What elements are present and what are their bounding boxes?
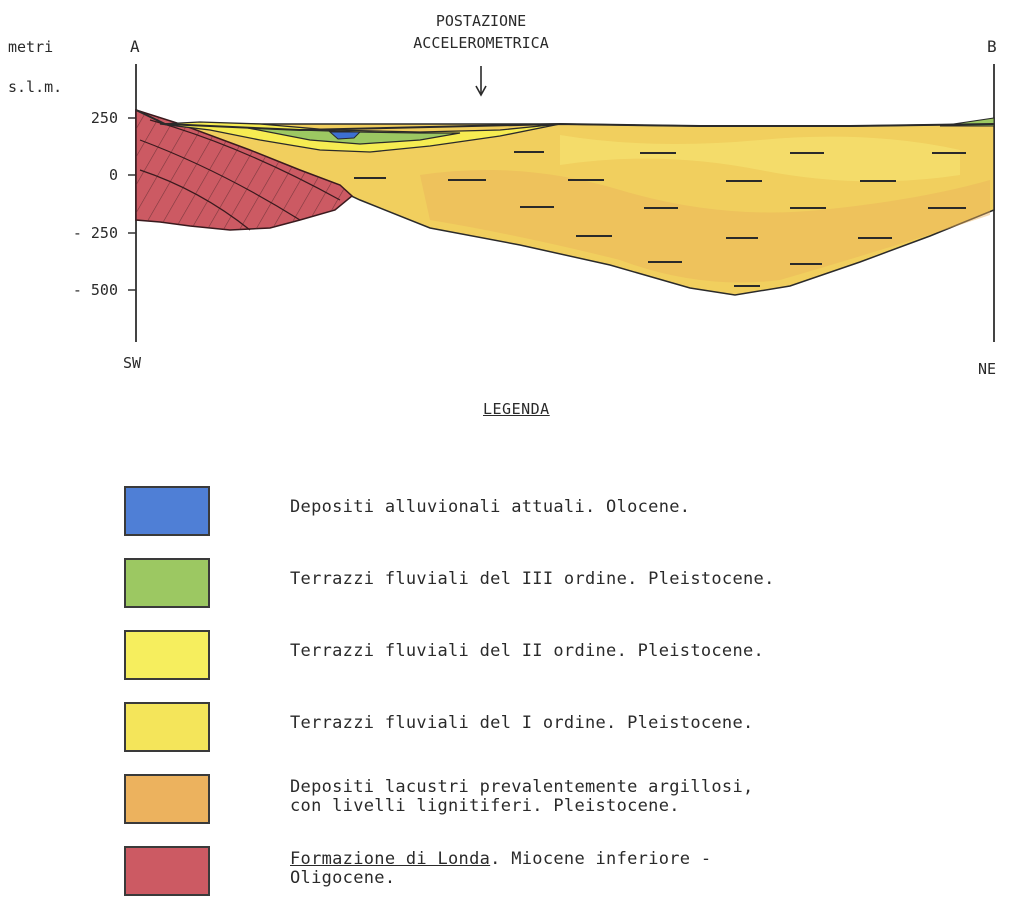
station-label-line2: ACCELEROMETRICA xyxy=(413,34,548,52)
tick-label-minus-250: - 250 xyxy=(73,224,118,242)
legend-label-londa: Formazione di Londa. Miocene inferiore -… xyxy=(290,850,711,888)
axis-title-slm: s.l.m. xyxy=(8,78,62,96)
legend-label-londa-rest: . Miocene inferiore - Oligocene. xyxy=(290,849,712,888)
legend-swatch-lacustri xyxy=(124,774,210,824)
endpoint-label-b: B xyxy=(987,37,997,56)
legend-swatch-terrazzi-iii xyxy=(124,558,210,608)
legend: Depositi alluvionali attuali. Olocene. T… xyxy=(120,486,1000,918)
legend-item-terrazzi-ii: Terrazzi fluviali del II ordine. Pleisto… xyxy=(120,630,1000,702)
endpoint-label-a: A xyxy=(130,37,140,56)
direction-label-ne: NE xyxy=(978,360,996,378)
axis-title-metri: metri xyxy=(8,38,53,56)
down-arrow-icon xyxy=(475,66,487,97)
lignite-levels xyxy=(354,151,966,287)
legend-swatch-terrazzi-ii xyxy=(124,630,210,680)
ground-profile-line xyxy=(135,109,995,132)
legend-item-terrazzi-i: Terrazzi fluviali del I ordine. Pleistoc… xyxy=(120,702,1000,774)
tick-label-minus-500: - 500 xyxy=(73,281,118,299)
depositi-alluvionali-body xyxy=(328,131,362,140)
station-label-line1: POSTAZIONE xyxy=(436,12,526,30)
legend-swatch-alluvial xyxy=(124,486,210,536)
legend-title: LEGENDA xyxy=(483,400,550,418)
legend-item-londa: Formazione di Londa. Miocene inferiore -… xyxy=(120,846,1000,918)
legend-label-terrazzi-iii: Terrazzi fluviali del III ordine. Pleist… xyxy=(290,569,775,589)
direction-label-sw: SW xyxy=(123,354,142,372)
legend-label-lacustri: Depositi lacustri prevalentemente argill… xyxy=(290,777,754,816)
legend-label-alluvial: Depositi alluvionali attuali. Olocene. xyxy=(290,497,691,517)
legend-item-alluvial: Depositi alluvionali attuali. Olocene. xyxy=(120,486,1000,558)
legend-label-londa-underlined: Formazione di Londa xyxy=(290,849,491,869)
legend-label-terrazzi-ii: Terrazzi fluviali del II ordine. Pleisto… xyxy=(290,641,765,661)
legend-item-lacustri: Depositi lacustri prevalentemente argill… xyxy=(120,774,1000,846)
geological-cross-section: metri s.l.m. A B POSTAZIONE ACCELEROMETR… xyxy=(8,12,997,378)
tick-label-250: 250 xyxy=(91,109,118,127)
legend-swatch-londa xyxy=(124,846,210,896)
legend-item-terrazzi-iii: Terrazzi fluviali del III ordine. Pleist… xyxy=(120,558,1000,630)
legend-label-terrazzi-i: Terrazzi fluviali del I ordine. Pleistoc… xyxy=(290,713,754,733)
tick-label-0: 0 xyxy=(109,166,118,184)
legend-swatch-terrazzi-i xyxy=(124,702,210,752)
elevation-ticks xyxy=(128,117,136,291)
